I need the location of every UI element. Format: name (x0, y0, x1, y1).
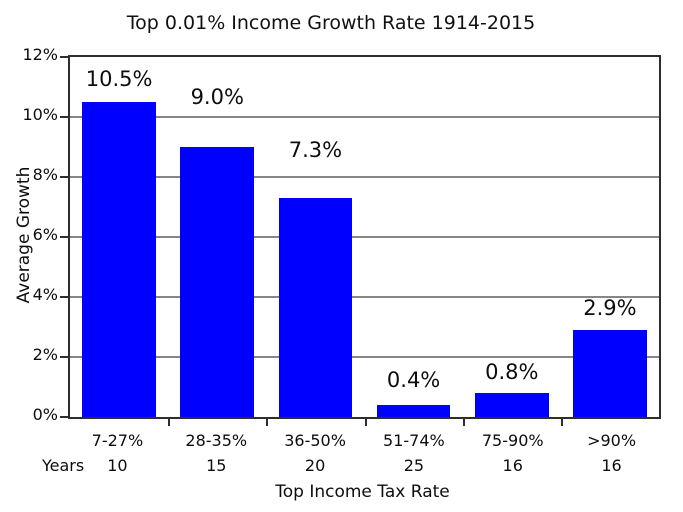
bar (474, 393, 549, 417)
y-tick-mark (60, 176, 70, 178)
bar-cell: 10.5% (70, 57, 168, 417)
y-tick-mark (60, 236, 70, 238)
bar (82, 102, 156, 417)
y-tick-label: 8% (32, 165, 58, 184)
y-tick-mark (60, 416, 70, 418)
y-tick-label: 0% (32, 405, 58, 424)
bar-cell: 2.9% (561, 57, 659, 417)
bar (376, 405, 451, 417)
bar (180, 147, 255, 417)
gridline (70, 176, 659, 178)
years-value: 15 (206, 456, 227, 475)
bar-value-label: 9.0% (190, 84, 244, 109)
years-value: 20 (304, 456, 326, 475)
y-tick-label: 2% (32, 345, 58, 364)
x-tick-mark (462, 417, 465, 426)
category-row: 7-27% 28-35% 36-50% 51-74% 75-90% >90% (68, 431, 661, 450)
x-tick-mark (560, 417, 563, 426)
category-label: 28-35% (185, 431, 248, 450)
y-tick-label: 6% (32, 225, 58, 244)
bar-cell: 0.8% (463, 57, 561, 417)
bar-value-label: 7.3% (288, 137, 343, 162)
years-label: Years (42, 456, 85, 475)
years-value: 16 (502, 456, 523, 475)
gridline (70, 356, 659, 358)
x-axis-label: Top Income Tax Rate (275, 482, 450, 502)
y-tick-label: 4% (32, 285, 58, 304)
plot-area: 10.5% 9.0% 7.3% 0.4% 0.8% 2.9% (60, 55, 661, 426)
years-value: 25 (403, 456, 425, 475)
bar (573, 330, 647, 417)
bar-cell: 9.0% (168, 57, 266, 417)
category-label: 75-90% (481, 431, 544, 450)
category-label: >90% (587, 431, 637, 450)
bar-cell: 7.3% (266, 57, 364, 417)
bar-value-label: 2.9% (583, 295, 637, 320)
y-tick-mark (60, 116, 70, 118)
chart-title: Top 0.01% Income Growth Rate 1914-2015 (126, 12, 536, 34)
y-tick-mark (60, 356, 70, 358)
bar-row: 10.5% 9.0% 7.3% 0.4% 0.8% 2.9% (70, 57, 659, 417)
bar-value-label: 10.5% (85, 66, 153, 91)
x-tick-mark (266, 417, 269, 426)
x-tick-mark (168, 417, 171, 426)
category-label: 36-50% (284, 431, 346, 450)
y-tick-mark (60, 296, 70, 298)
years-value: 10 (107, 456, 128, 475)
category-label: 51-74% (383, 431, 445, 450)
x-tick-mark (364, 417, 367, 426)
y-tick-label: 12% (22, 45, 58, 64)
gridline (70, 236, 659, 238)
bar-value-label: 0.4% (386, 367, 441, 392)
years-row: 10 15 20 25 16 16 (68, 456, 661, 475)
gridline (70, 296, 659, 298)
bar-value-label: 0.8% (485, 359, 539, 384)
gridline (70, 116, 659, 118)
y-tick-mark (60, 56, 70, 58)
category-label: 7-27% (91, 431, 144, 450)
bar (278, 198, 353, 417)
years-value: 16 (601, 456, 622, 475)
bar-cell: 0.4% (365, 57, 463, 417)
y-tick-label: 10% (22, 105, 58, 124)
